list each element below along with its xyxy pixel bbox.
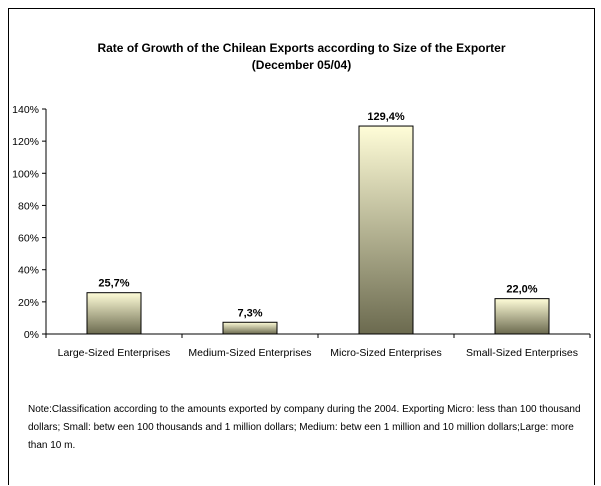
- x-tick-label: Micro-Sized Enterprises: [330, 347, 441, 359]
- y-tick-label: 20%: [18, 297, 39, 309]
- chart-title-line-2: (December 05/04): [251, 58, 352, 72]
- chart-title-line-1: Rate of Growth of the Chilean Exports ac…: [97, 41, 506, 55]
- y-tick-label: 60%: [18, 233, 39, 245]
- x-tick-label: Medium-Sized Enterprises: [188, 347, 311, 359]
- data-label: 22,0%: [506, 284, 537, 296]
- bar: [86, 292, 142, 335]
- bars: [86, 125, 550, 335]
- x-tick-label: Small-Sized Enterprises: [466, 347, 578, 359]
- bar: [222, 321, 278, 335]
- y-tick-label: 0%: [24, 329, 39, 341]
- chart-title: Rate of Growth of the Chilean Exports ac…: [8, 40, 595, 74]
- bar: [494, 298, 550, 335]
- y-tick-label: 40%: [18, 265, 39, 277]
- x-tick-label: Large-Sized Enterprises: [58, 347, 171, 359]
- bar: [358, 125, 414, 335]
- data-label: 7,3%: [237, 307, 262, 319]
- y-tick-label: 120%: [12, 136, 39, 148]
- y-tick-label: 100%: [12, 168, 39, 180]
- y-tick-label: 140%: [12, 104, 39, 116]
- chart-frame: [8, 8, 595, 485]
- data-label: 129,4%: [367, 111, 405, 123]
- y-tick-label: 80%: [18, 200, 39, 212]
- data-label: 25,7%: [98, 278, 129, 290]
- labels: 25,7% Large-Sized Enterprises 7,3% Medium-S…: [58, 111, 578, 359]
- footnote: Note:Classification according to the amo…: [28, 404, 581, 451]
